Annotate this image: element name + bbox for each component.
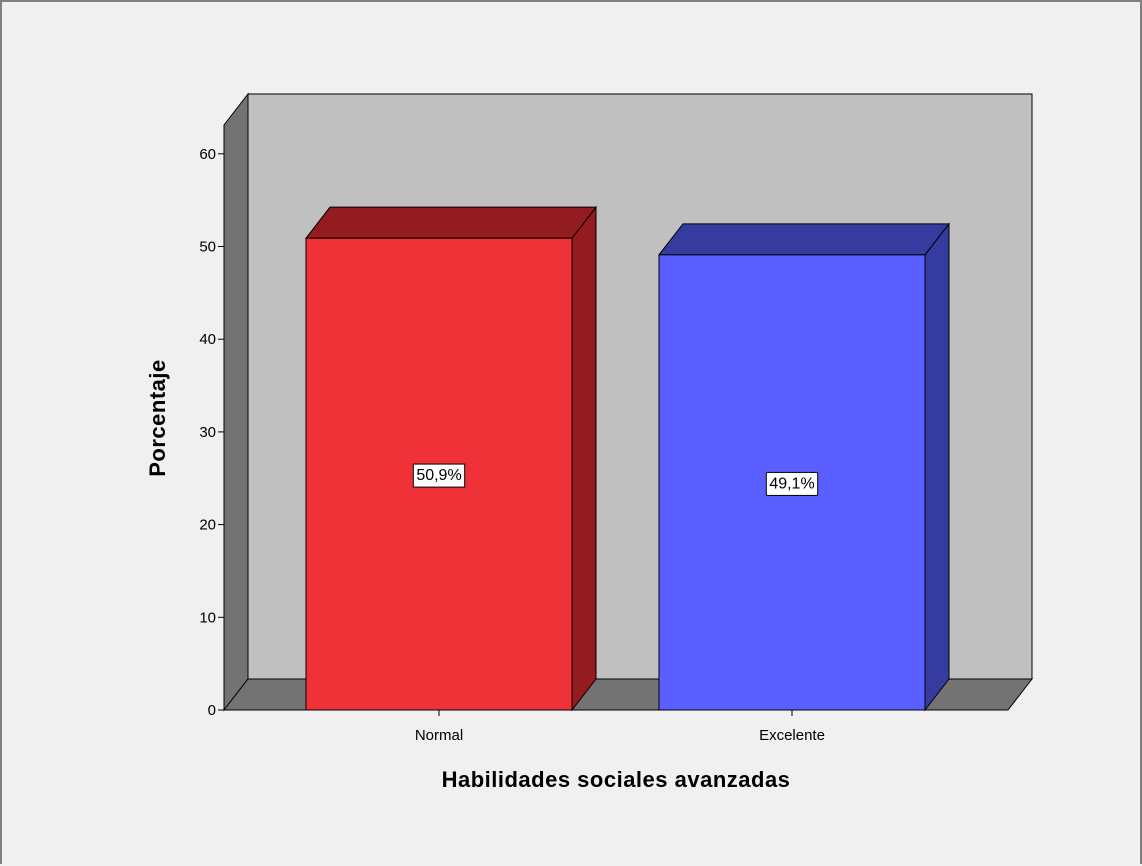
bar-top [657, 223, 951, 256]
bars: 50,9% 49,1% [304, 205, 951, 712]
side-wall [223, 92, 249, 712]
bar-top [304, 206, 598, 239]
y-axis: 0 10 20 30 40 50 60 [199, 146, 224, 719]
y-tick-label: 50 [199, 239, 216, 256]
y-axis-title: Porcentaje [145, 359, 170, 477]
svg-text:49,1%: 49,1% [769, 475, 814, 492]
x-axis: Normal Excelente [415, 710, 825, 744]
x-tick-label: Normal [415, 727, 463, 744]
y-tick-label: 40 [199, 331, 216, 348]
bar-side [924, 222, 950, 712]
svg-text:50,9%: 50,9% [416, 467, 461, 484]
y-tick-label: 60 [199, 146, 216, 163]
x-tick-label: Excelente [759, 727, 825, 744]
data-label: 50,9% [412, 463, 466, 488]
data-label: 49,1% [765, 471, 819, 496]
y-tick-label: 10 [199, 609, 216, 626]
y-tick-label: 30 [199, 424, 216, 441]
bar-excelente: 49,1% [657, 222, 951, 712]
bar-side [571, 205, 597, 712]
bar-normal: 50,9% [304, 205, 598, 712]
y-tick-label: 0 [208, 702, 216, 719]
y-tick-label: 20 [199, 517, 216, 534]
x-axis-title: Habilidades sociales avanzadas [442, 767, 791, 792]
